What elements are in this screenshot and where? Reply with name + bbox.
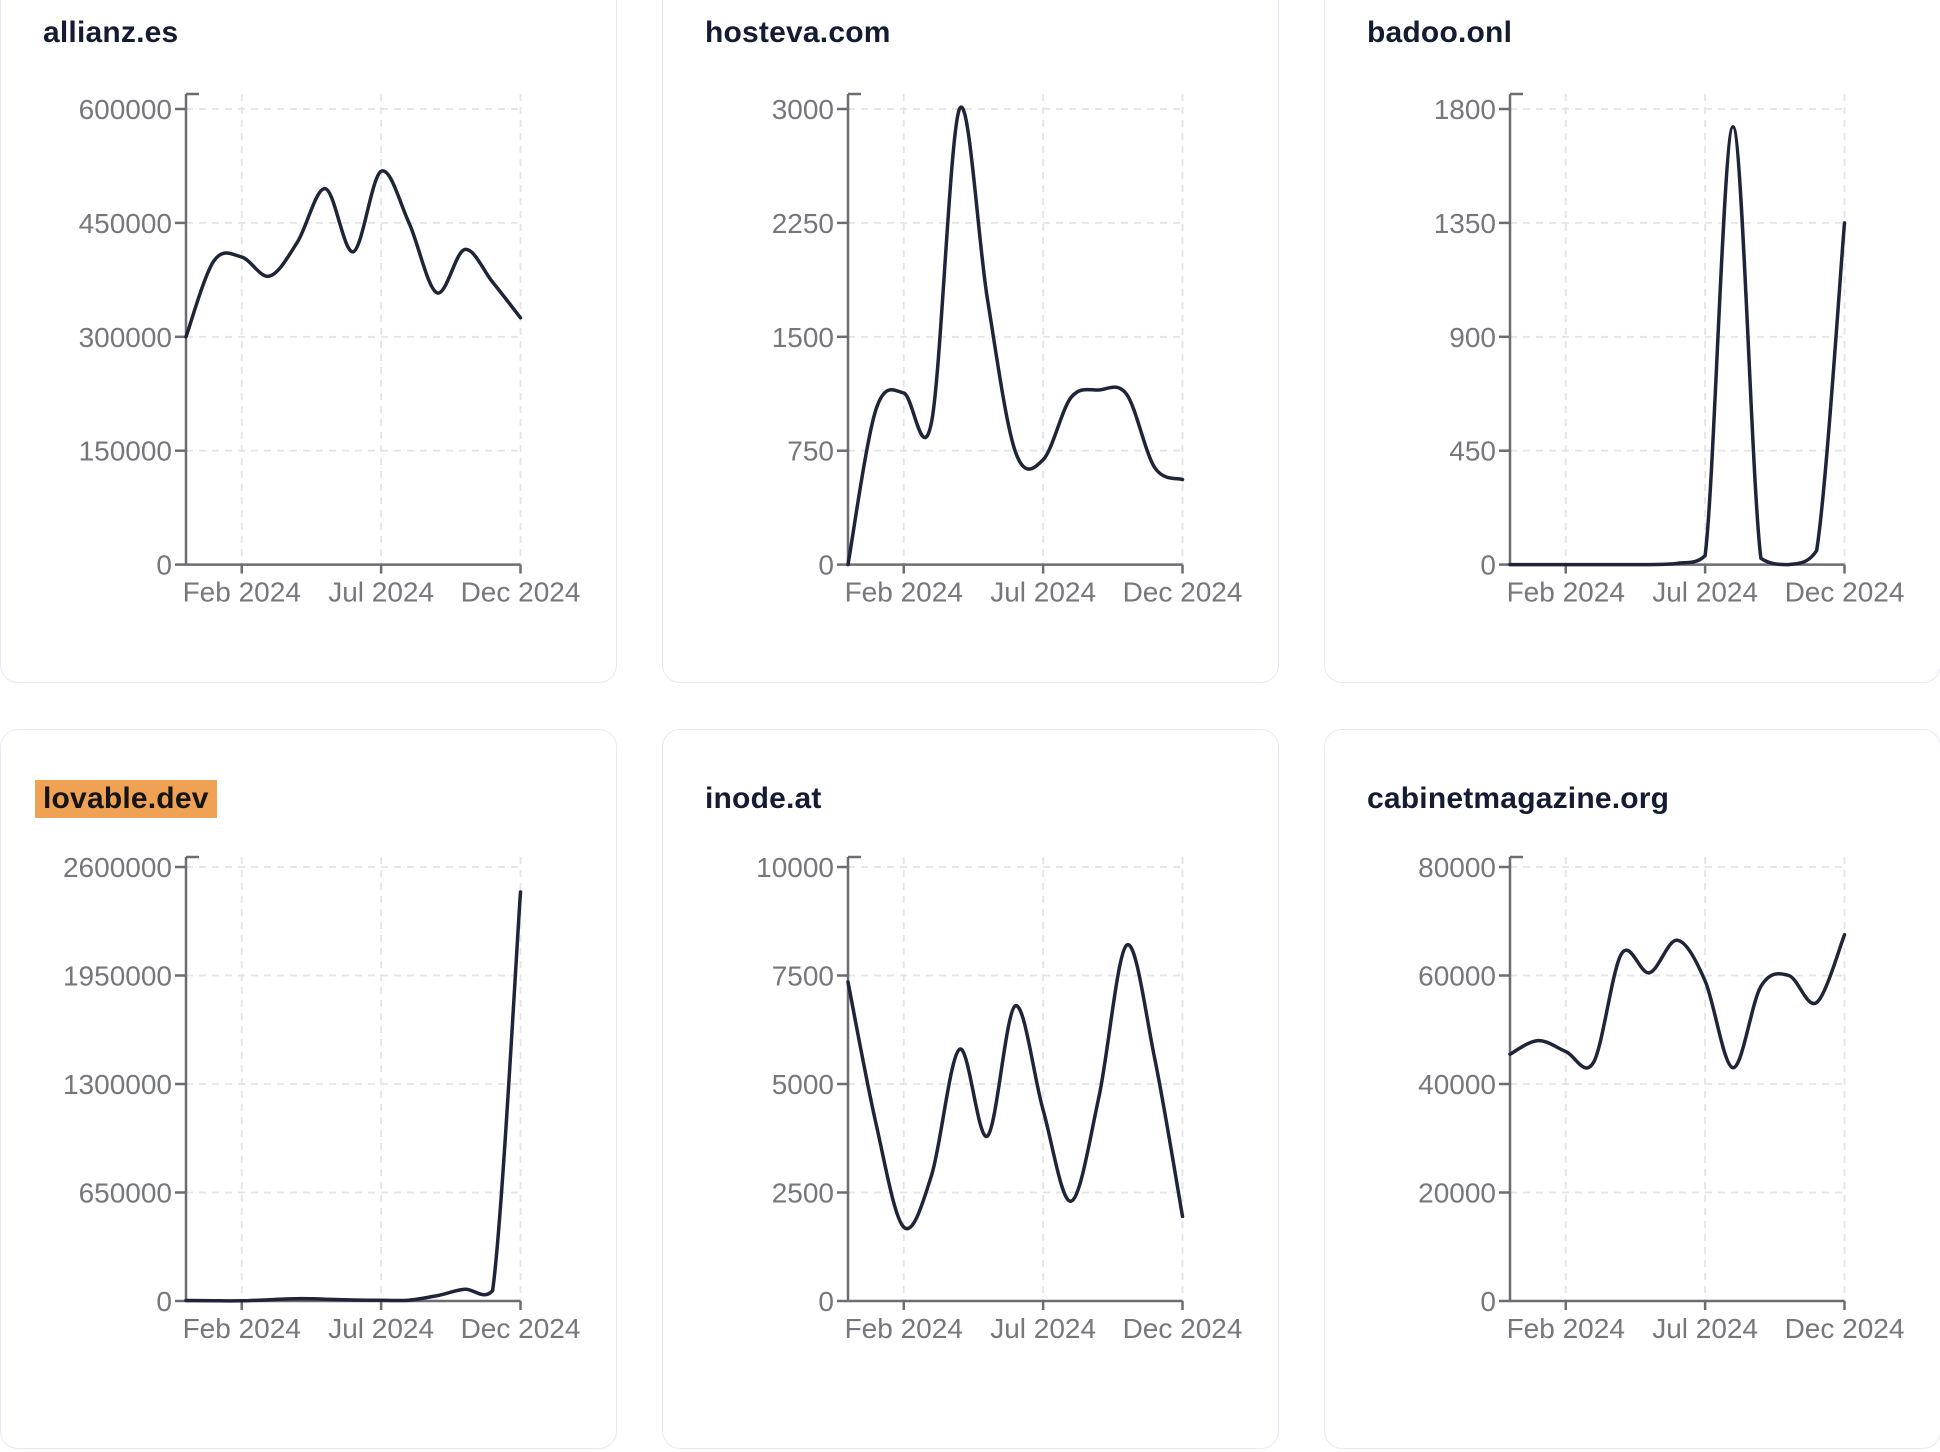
y-tick-label: 0: [156, 1286, 172, 1317]
data-line: [184, 890, 523, 1303]
title-text: badoo.onl: [1367, 16, 1513, 49]
x-tick-label: Jul 2024: [328, 577, 434, 608]
data-line: [846, 105, 1185, 567]
axes: [837, 855, 1184, 1310]
chart-card: lovable.dev 0 650000 1300000 1950000 2600000 F…: [0, 729, 617, 1449]
title-text: cabinetmagazine.org: [1367, 782, 1670, 815]
y-tick-label: 900: [1449, 322, 1496, 353]
x-tick-label: Jul 2024: [1652, 577, 1758, 608]
line-chart: 0 450 900 1350 1800 Feb 2024 Jul 2024 Dec 2024: [1434, 92, 1905, 608]
y-tick-label: 450: [1449, 436, 1496, 467]
x-tick-label: Dec 2024: [461, 1313, 581, 1344]
y-tick-label: 750: [787, 436, 834, 467]
y-tick-label: 0: [1480, 550, 1496, 581]
y-tick-label: 0: [818, 550, 834, 581]
chart-card: cabinetmagazine.org 0 20000 40000 60000 80000…: [1324, 729, 1940, 1449]
data-line: [1508, 933, 1847, 1070]
y-tick-label: 2600000: [63, 852, 172, 883]
y-tick-label: 2500: [772, 1178, 834, 1209]
line-chart: 0 20000 40000 60000 80000 Feb 2024 Jul 2024 Dec…: [1418, 852, 1905, 1344]
line-chart: 0 2500 5000 7500 10000 Feb 2024 Jul 2024 Dec 20…: [756, 852, 1243, 1344]
y-tick-label: 300000: [79, 322, 172, 353]
chart-title: allianz.es: [43, 14, 178, 52]
y-tick-label: 80000: [1418, 852, 1496, 883]
y-tick-label: 1800: [1434, 94, 1496, 125]
x-tick-label: Jul 2024: [990, 577, 1096, 608]
gridlines: [186, 857, 522, 1301]
y-tick-label: 7500: [772, 961, 834, 992]
y-tick-label: 60000: [1418, 961, 1496, 992]
title-highlight: lovable.dev: [35, 780, 217, 818]
gridlines: [848, 94, 1184, 565]
chart-title: badoo.onl: [1367, 14, 1512, 52]
gridlines: [186, 94, 522, 565]
gridlines: [1510, 94, 1846, 565]
chart-title: cabinetmagazine.org: [1367, 780, 1669, 818]
y-tick-label: 0: [156, 550, 172, 581]
x-tick-label: Dec 2024: [1785, 577, 1905, 608]
axes: [1499, 92, 1846, 574]
x-tick-label: Jul 2024: [328, 1313, 434, 1344]
line-chart: 0 150000 300000 450000 600000 Feb 2024 Jul 202…: [79, 92, 581, 608]
line-chart: 0 650000 1300000 1950000 2600000 Feb 2024 Jul …: [63, 852, 581, 1344]
chart-title: inode.at: [705, 780, 822, 818]
x-tick-label: Feb 2024: [1507, 577, 1625, 608]
y-tick-label: 1350: [1434, 208, 1496, 239]
y-tick-label: 1300000: [63, 1069, 172, 1100]
chart-card: badoo.onl 0 450 900 1350 1800 Feb 2024 Jul 2024…: [1324, 0, 1940, 683]
y-tick-label: 40000: [1418, 1069, 1496, 1100]
data-line: [1508, 124, 1847, 567]
title-text: inode.at: [705, 782, 822, 815]
x-tick-label: Dec 2024: [461, 577, 581, 608]
x-tick-label: Feb 2024: [183, 577, 301, 608]
x-tick-label: Feb 2024: [845, 1313, 963, 1344]
y-tick-label: 1500: [772, 322, 834, 353]
x-tick-label: Dec 2024: [1785, 1313, 1905, 1344]
y-tick-label: 2250: [772, 208, 834, 239]
y-tick-label: 450000: [79, 208, 172, 239]
x-tick-label: Feb 2024: [183, 1313, 301, 1344]
y-tick-label: 10000: [756, 852, 834, 883]
y-tick-label: 1950000: [63, 961, 172, 992]
y-tick-label: 650000: [79, 1178, 172, 1209]
chart-title: hosteva.com: [705, 14, 891, 52]
chart-card: allianz.es 0 150000 300000 450000 600000 Feb 2…: [0, 0, 617, 683]
chart-card: hosteva.com 0 750 1500 2250 3000 Feb 2024 Jul 2…: [662, 0, 1279, 683]
title-text: allianz.es: [43, 16, 179, 49]
gridlines: [1510, 857, 1846, 1301]
line-chart: 0 750 1500 2250 3000 Feb 2024 Jul 2024 Dec 2024: [772, 92, 1243, 608]
y-tick-label: 20000: [1418, 1178, 1496, 1209]
y-tick-label: 150000: [79, 436, 172, 467]
data-line: [846, 943, 1185, 1231]
x-tick-label: Jul 2024: [1652, 1313, 1758, 1344]
x-tick-label: Dec 2024: [1123, 1313, 1243, 1344]
chart-title: lovable.dev: [35, 780, 217, 818]
y-tick-label: 0: [818, 1286, 834, 1317]
y-tick-label: 3000: [772, 94, 834, 125]
axes: [837, 92, 1184, 574]
y-tick-label: 600000: [79, 94, 172, 125]
chart-card: inode.at 0 2500 5000 7500 10000 Feb 2024 Jul 20…: [662, 729, 1279, 1449]
x-tick-label: Feb 2024: [1507, 1313, 1625, 1344]
x-tick-label: Dec 2024: [1123, 577, 1243, 608]
axes: [175, 92, 522, 574]
x-tick-label: Jul 2024: [990, 1313, 1096, 1344]
gridlines: [848, 857, 1184, 1301]
data-line: [184, 169, 523, 339]
y-tick-label: 5000: [772, 1069, 834, 1100]
x-tick-label: Feb 2024: [845, 577, 963, 608]
title-text: hosteva.com: [705, 16, 891, 49]
y-tick-label: 0: [1480, 1286, 1496, 1317]
axes: [1499, 855, 1846, 1310]
